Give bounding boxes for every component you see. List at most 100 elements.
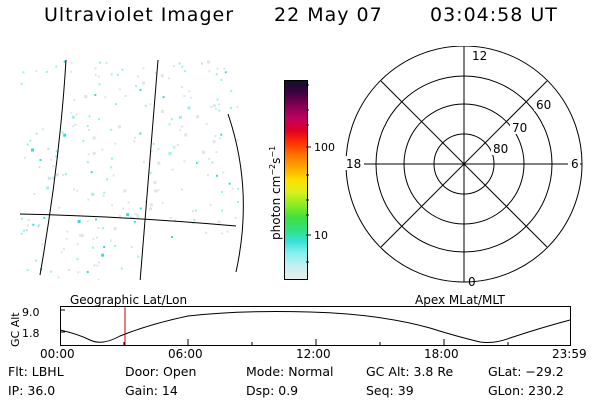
mlt-label-12: 12 [472, 49, 487, 63]
date-label: 22 May 07 [274, 4, 383, 26]
speckle [60, 251, 63, 254]
speckle [136, 216, 139, 219]
speckle [27, 219, 30, 222]
polar-mlt-plot: 12 18 6 0 60 70 80 [344, 46, 583, 286]
speckle [48, 177, 51, 180]
speckle [226, 230, 229, 233]
speckle [210, 106, 213, 108]
speckle [72, 125, 75, 128]
speckle [33, 193, 36, 195]
units-exp1: −2 [268, 163, 277, 176]
speckle [74, 123, 77, 126]
speckle [73, 99, 76, 102]
speckle [20, 232, 23, 235]
speckle [180, 85, 183, 88]
speckle [70, 111, 73, 114]
speckle [193, 219, 196, 221]
speckle [22, 229, 25, 232]
speckle [139, 89, 142, 91]
instrument-title: Ultraviolet Imager [44, 4, 235, 26]
speckle [94, 67, 97, 70]
speckle [114, 245, 117, 247]
units-s: s [269, 157, 283, 164]
speckle [130, 216, 133, 219]
geographic-image-panel [19, 59, 244, 280]
speckle [92, 136, 96, 140]
alt-tick-high: 9.0 [22, 306, 40, 319]
speckle [31, 148, 34, 152]
speckle [80, 234, 84, 237]
speckle [126, 213, 130, 217]
speckle [141, 81, 145, 85]
speckle [76, 257, 79, 260]
units-text: photon cm [269, 175, 283, 240]
speckle [152, 142, 155, 145]
speckle [132, 217, 135, 219]
speckle [106, 178, 109, 181]
speckle [133, 220, 136, 223]
speckle [92, 151, 96, 155]
speckle [87, 161, 90, 164]
speckle [23, 156, 26, 159]
speckle [98, 83, 101, 86]
glat-info: GLat: −29.2 [488, 364, 564, 379]
xtick-0000: 00:00 [40, 347, 75, 361]
image-speckles [20, 60, 240, 280]
speckle [97, 118, 100, 121]
speckle [211, 161, 214, 164]
speckle [84, 95, 88, 99]
speckle [55, 65, 58, 68]
speckle [118, 88, 121, 91]
speckle [61, 174, 64, 176]
speckle [71, 115, 75, 119]
speckle [76, 243, 79, 246]
longitude-line-2 [139, 59, 159, 280]
speckle [35, 132, 38, 135]
xtick-0600: 06:00 [168, 347, 203, 361]
mlt-label-18: 18 [346, 157, 361, 171]
lat-label-80: 80 [493, 142, 508, 156]
speckle [195, 209, 197, 212]
speckle [87, 129, 90, 131]
speckle [37, 225, 40, 228]
speckle [149, 207, 153, 211]
speckle [133, 140, 136, 143]
speckle [22, 71, 25, 74]
door-info: Door: Open [125, 364, 197, 379]
speckle [26, 143, 29, 146]
speckle [170, 118, 173, 121]
speckle [95, 218, 98, 221]
speckle [149, 171, 152, 174]
speckle [43, 216, 46, 219]
speckle [215, 151, 218, 154]
speckle [75, 113, 78, 116]
speckle [212, 104, 216, 108]
speckle [76, 189, 79, 192]
speckle [32, 223, 35, 226]
speckle [205, 231, 208, 234]
glon-info: GLon: 230.2 [488, 383, 564, 398]
speckle [224, 71, 227, 74]
speckle [187, 106, 191, 110]
speckle [142, 67, 145, 70]
speckle [184, 133, 188, 137]
speckle [183, 160, 186, 163]
ip-info: IP: 36.0 [8, 383, 56, 398]
speckle [216, 174, 218, 177]
speckle [153, 181, 157, 185]
xtick-1800: 18:00 [424, 347, 459, 361]
speckle [62, 248, 65, 251]
speckle [154, 189, 158, 193]
speckle [46, 186, 50, 190]
speckle [55, 155, 57, 158]
speckle [35, 259, 37, 262]
speckle [184, 70, 187, 73]
filter-info: Flt: LBHL [8, 364, 64, 379]
speckle [178, 115, 182, 119]
speckle [96, 264, 99, 267]
dsp-info: Dsp: 0.9 [246, 383, 299, 398]
speckle [94, 73, 97, 76]
speckle [161, 201, 164, 204]
speckle [91, 192, 95, 196]
speckle [230, 89, 233, 92]
